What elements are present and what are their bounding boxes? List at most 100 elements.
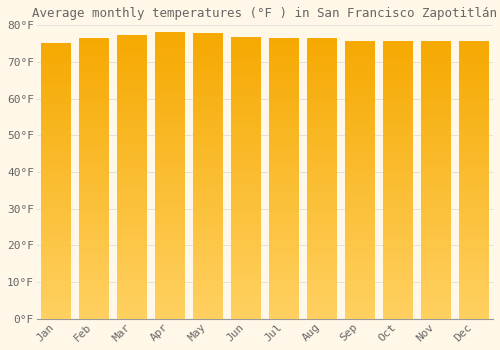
Bar [459,264,489,269]
Bar [345,91,375,96]
Bar [269,274,298,280]
Bar [459,75,489,80]
Bar [155,227,184,233]
Bar [117,290,146,296]
Bar [269,117,298,122]
Bar [155,273,184,279]
Bar [231,121,260,127]
Bar [41,280,70,286]
Bar [41,175,70,181]
Bar [79,94,108,100]
Bar [307,274,337,280]
Bar [117,245,146,251]
Bar [79,212,108,218]
Bar [383,286,413,291]
Bar [231,77,260,82]
Bar [269,184,298,190]
Bar [459,291,489,297]
Bar [345,174,375,180]
Bar [117,103,146,109]
Bar [421,274,451,280]
Bar [307,240,337,246]
Bar [155,38,184,44]
Bar [383,135,413,141]
Bar [307,173,337,178]
Bar [459,58,489,64]
Bar [383,119,413,124]
Bar [459,141,489,147]
Bar [345,313,375,319]
Bar [193,85,222,90]
Bar [307,190,337,195]
Bar [117,80,146,86]
Bar [269,229,298,234]
Bar [193,199,222,205]
Bar [117,69,146,75]
Bar [231,99,260,105]
Bar [41,291,70,297]
Bar [421,308,451,313]
Bar [269,268,298,274]
Bar [79,313,108,319]
Bar [155,239,184,244]
Bar [79,263,108,268]
Bar [421,130,451,136]
Bar [79,184,108,190]
Bar [231,189,260,195]
Bar [383,75,413,80]
Title: Average monthly temperatures (°F ) in San Francisco Zapotitlán: Average monthly temperatures (°F ) in Sa… [32,7,497,20]
Bar [193,102,222,107]
Bar [155,250,184,256]
Bar [193,279,222,285]
Bar [155,210,184,216]
Bar [193,273,222,279]
Bar [383,163,413,169]
Bar [231,234,260,240]
Bar [79,162,108,167]
Bar [421,247,451,252]
Bar [155,296,184,302]
Bar [421,252,451,258]
Bar [155,118,184,124]
Bar [383,147,413,152]
Bar [79,296,108,302]
Bar [307,150,337,156]
Bar [383,230,413,236]
Bar [79,100,108,105]
Bar [269,122,298,128]
Bar [345,74,375,80]
Bar [383,252,413,258]
Bar [231,240,260,246]
Bar [383,202,413,208]
Bar [193,62,222,68]
Bar [41,131,70,137]
Bar [307,229,337,234]
Bar [421,103,451,108]
Bar [307,128,337,134]
Bar [117,251,146,257]
Bar [307,263,337,268]
Bar [459,186,489,191]
Bar [307,72,337,77]
Bar [307,38,337,44]
Bar [79,291,108,296]
Bar [421,208,451,213]
Bar [155,101,184,107]
Bar [41,247,70,253]
Bar [459,41,489,47]
Bar [307,257,337,263]
Bar [193,245,222,250]
Bar [307,246,337,252]
Bar [117,114,146,120]
Bar [383,213,413,219]
Bar [155,158,184,164]
Bar [383,152,413,158]
Bar [383,124,413,130]
Bar [41,164,70,170]
Bar [269,313,298,319]
Bar [269,162,298,167]
Bar [117,126,146,132]
Bar [41,225,70,231]
Bar [41,187,70,192]
Bar [345,102,375,107]
